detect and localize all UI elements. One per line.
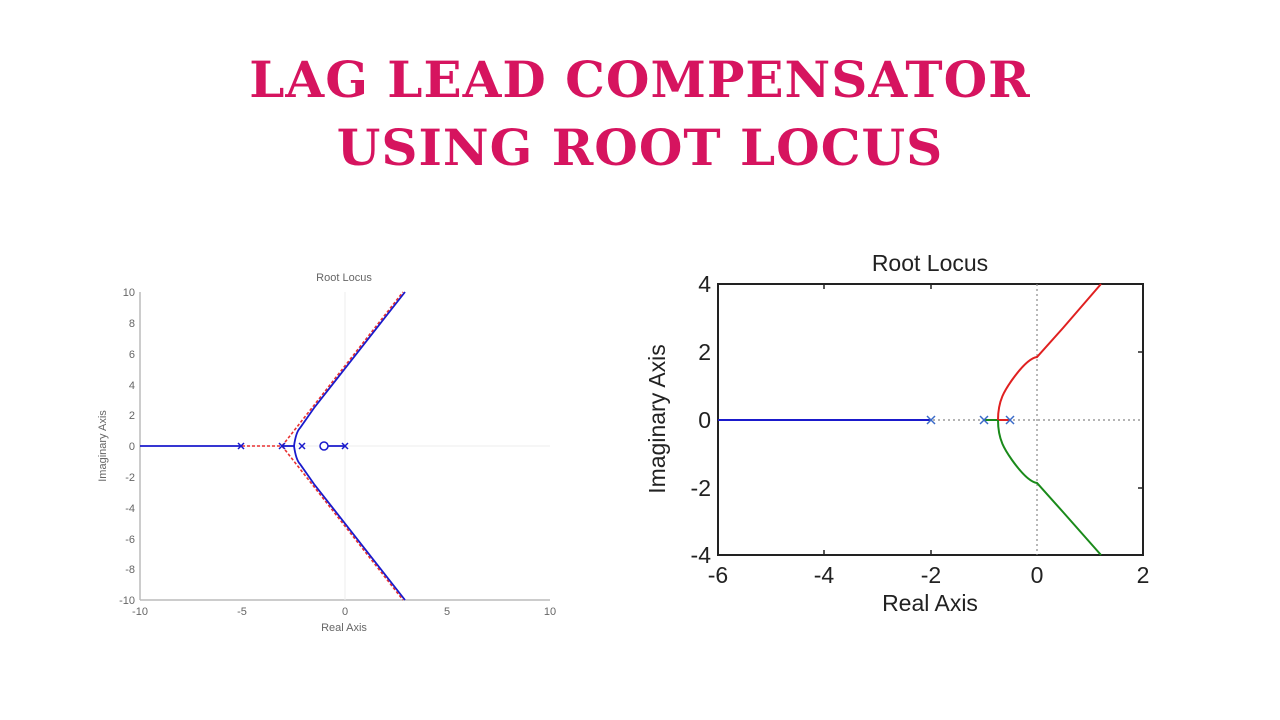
pole-icon [278, 442, 286, 450]
left-chart-ylabel: Imaginary Axis [97, 410, 109, 482]
right-chart-xlabel: Real Axis [882, 590, 978, 616]
right-green-locus [997, 419, 1102, 556]
page-title-line-1: LAG LEAD COMPENSATOR [249, 50, 1031, 109]
right-chart-xtick-labels: -6 -4 -2 0 2 [708, 562, 1150, 588]
pole-icon [1005, 415, 1015, 425]
xtick: -6 [708, 562, 728, 588]
ytick: -4 [691, 542, 712, 568]
xtick: -2 [921, 562, 941, 588]
right-chart-title: Root Locus [872, 250, 988, 276]
ytick: -2 [125, 472, 135, 484]
pole-icon [926, 415, 936, 425]
ytick: -10 [119, 595, 135, 607]
pole-icon [979, 415, 989, 425]
xtick: -4 [814, 562, 835, 588]
ytick: 6 [129, 349, 135, 361]
pole-icon [341, 442, 349, 450]
zero-icon [319, 441, 329, 451]
xtick: 0 [342, 606, 348, 618]
left-chart-xtick-labels: -10 -5 0 5 10 [132, 606, 556, 618]
right-red-locus [997, 283, 1102, 421]
right-chart-ticks [823, 284, 1143, 555]
right-chart-ytick-labels: 4 2 0 -2 -4 [691, 271, 712, 568]
ytick: -8 [125, 564, 135, 576]
ytick: 10 [123, 287, 135, 299]
ytick: 4 [129, 380, 135, 392]
right-chart-ylabel: Imaginary Axis [644, 344, 670, 494]
ytick: 2 [129, 410, 135, 422]
ytick: -4 [125, 503, 135, 515]
xtick: -5 [237, 606, 247, 618]
right-pole-markers [926, 415, 1015, 425]
left-chart-ytick-labels: 10 8 6 4 2 0 -2 -4 -6 -8 -10 [119, 287, 135, 607]
ytick: 0 [698, 407, 711, 433]
page-title-line-2: USING ROOT LOCUS [336, 118, 944, 177]
ytick: 8 [129, 318, 135, 330]
xtick: 10 [544, 606, 556, 618]
ytick: -2 [691, 475, 711, 501]
xtick: 5 [444, 606, 450, 618]
left-chart-title: Root Locus [316, 272, 372, 284]
xtick: 2 [1137, 562, 1150, 588]
pole-icon [298, 442, 306, 450]
ytick: -6 [125, 534, 135, 546]
ytick: 2 [698, 339, 711, 365]
left-blue-locus [140, 291, 406, 601]
left-pole-markers [237, 442, 349, 450]
ytick: 0 [129, 441, 135, 453]
left-chart-xlabel: Real Axis [321, 622, 367, 634]
xtick: -10 [132, 606, 148, 618]
ytick: 4 [698, 271, 711, 297]
xtick: 0 [1031, 562, 1044, 588]
left-red-locus [242, 291, 404, 601]
pole-icon [237, 442, 245, 450]
